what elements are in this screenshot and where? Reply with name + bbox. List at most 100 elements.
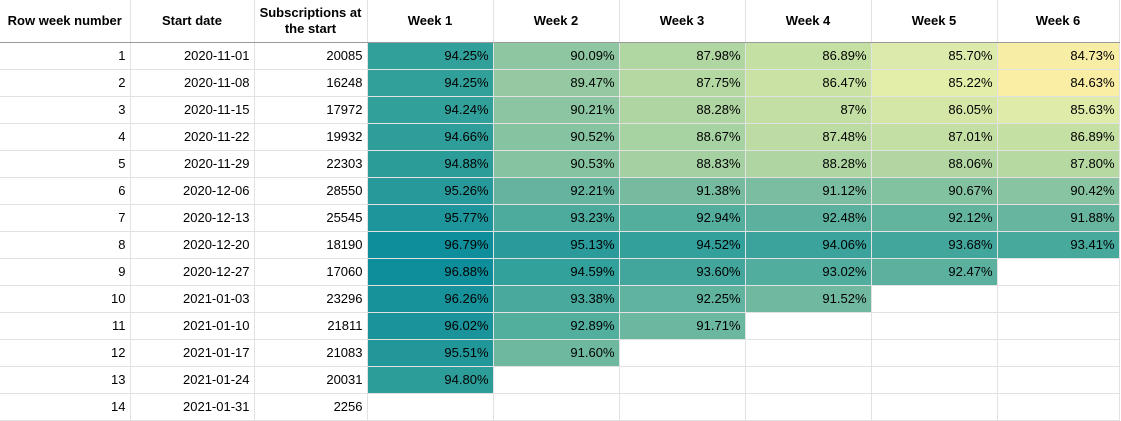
week-5-retention-cell[interactable] [871, 339, 998, 367]
week-2-retention-cell[interactable] [493, 393, 620, 421]
header-week-6[interactable]: Week 6 [997, 0, 1120, 43]
start-date-cell[interactable]: 2020-11-29 [130, 150, 255, 178]
week-3-retention-cell[interactable]: 87.98% [619, 42, 746, 70]
week-5-retention-cell[interactable]: 88.06% [871, 150, 998, 178]
subscriptions-cell[interactable]: 22303 [254, 150, 368, 178]
start-date-cell[interactable]: 2021-01-17 [130, 339, 255, 367]
week-1-retention-cell[interactable]: 94.80% [367, 366, 494, 394]
week-6-retention-cell[interactable] [997, 339, 1120, 367]
week-3-retention-cell[interactable]: 91.38% [619, 177, 746, 205]
week-6-retention-cell[interactable]: 86.89% [997, 123, 1120, 151]
week-5-retention-cell[interactable]: 87.01% [871, 123, 998, 151]
subscriptions-cell[interactable]: 23296 [254, 285, 368, 313]
row-week-number-cell[interactable]: 6 [0, 177, 131, 205]
start-date-cell[interactable]: 2020-11-08 [130, 69, 255, 97]
week-5-retention-cell[interactable]: 86.05% [871, 96, 998, 124]
week-4-retention-cell[interactable] [745, 312, 872, 340]
week-3-retention-cell[interactable]: 88.28% [619, 96, 746, 124]
week-1-retention-cell[interactable] [367, 393, 494, 421]
row-week-number-cell[interactable]: 11 [0, 312, 131, 340]
row-week-number-cell[interactable]: 5 [0, 150, 131, 178]
week-3-retention-cell[interactable]: 92.25% [619, 285, 746, 313]
start-date-cell[interactable]: 2021-01-03 [130, 285, 255, 313]
week-5-retention-cell[interactable]: 90.67% [871, 177, 998, 205]
week-6-retention-cell[interactable] [997, 258, 1120, 286]
start-date-cell[interactable]: 2021-01-24 [130, 366, 255, 394]
header-subscriptions[interactable]: Subscriptions at the start [254, 0, 368, 43]
week-4-retention-cell[interactable] [745, 393, 872, 421]
week-4-retention-cell[interactable]: 94.06% [745, 231, 872, 259]
week-5-retention-cell[interactable]: 92.12% [871, 204, 998, 232]
week-6-retention-cell[interactable]: 84.73% [997, 42, 1120, 70]
subscriptions-cell[interactable]: 20085 [254, 42, 368, 70]
week-6-retention-cell[interactable] [997, 366, 1120, 394]
week-5-retention-cell[interactable]: 92.47% [871, 258, 998, 286]
week-5-retention-cell[interactable] [871, 366, 998, 394]
week-2-retention-cell[interactable]: 95.13% [493, 231, 620, 259]
row-week-number-cell[interactable]: 7 [0, 204, 131, 232]
week-3-retention-cell[interactable]: 92.94% [619, 204, 746, 232]
week-6-retention-cell[interactable]: 93.41% [997, 231, 1120, 259]
week-1-retention-cell[interactable]: 94.24% [367, 96, 494, 124]
week-6-retention-cell[interactable] [997, 285, 1120, 313]
week-5-retention-cell[interactable]: 85.22% [871, 69, 998, 97]
week-6-retention-cell[interactable]: 85.63% [997, 96, 1120, 124]
week-3-retention-cell[interactable] [619, 393, 746, 421]
start-date-cell[interactable]: 2021-01-31 [130, 393, 255, 421]
subscriptions-cell[interactable]: 19932 [254, 123, 368, 151]
week-1-retention-cell[interactable]: 96.79% [367, 231, 494, 259]
row-week-number-cell[interactable]: 4 [0, 123, 131, 151]
week-2-retention-cell[interactable]: 90.21% [493, 96, 620, 124]
start-date-cell[interactable]: 2020-11-01 [130, 42, 255, 70]
week-6-retention-cell[interactable] [997, 312, 1120, 340]
row-week-number-cell[interactable]: 14 [0, 393, 131, 421]
week-3-retention-cell[interactable] [619, 366, 746, 394]
header-start-date[interactable]: Start date [130, 0, 255, 43]
week-1-retention-cell[interactable]: 96.02% [367, 312, 494, 340]
week-4-retention-cell[interactable]: 91.52% [745, 285, 872, 313]
subscriptions-cell[interactable]: 21083 [254, 339, 368, 367]
week-5-retention-cell[interactable]: 85.70% [871, 42, 998, 70]
header-week-5[interactable]: Week 5 [871, 0, 998, 43]
week-3-retention-cell[interactable]: 87.75% [619, 69, 746, 97]
header-week-1[interactable]: Week 1 [367, 0, 494, 43]
row-week-number-cell[interactable]: 9 [0, 258, 131, 286]
week-4-retention-cell[interactable]: 91.12% [745, 177, 872, 205]
week-4-retention-cell[interactable] [745, 339, 872, 367]
week-3-retention-cell[interactable]: 93.60% [619, 258, 746, 286]
subscriptions-cell[interactable]: 28550 [254, 177, 368, 205]
week-4-retention-cell[interactable] [745, 366, 872, 394]
week-5-retention-cell[interactable]: 93.68% [871, 231, 998, 259]
week-1-retention-cell[interactable]: 94.66% [367, 123, 494, 151]
week-2-retention-cell[interactable]: 90.52% [493, 123, 620, 151]
subscriptions-cell[interactable]: 18190 [254, 231, 368, 259]
week-2-retention-cell[interactable]: 89.47% [493, 69, 620, 97]
week-5-retention-cell[interactable] [871, 393, 998, 421]
week-6-retention-cell[interactable]: 91.88% [997, 204, 1120, 232]
week-3-retention-cell[interactable]: 91.71% [619, 312, 746, 340]
week-5-retention-cell[interactable] [871, 312, 998, 340]
start-date-cell[interactable]: 2020-12-20 [130, 231, 255, 259]
week-6-retention-cell[interactable] [997, 393, 1120, 421]
start-date-cell[interactable]: 2020-11-22 [130, 123, 255, 151]
week-1-retention-cell[interactable]: 95.51% [367, 339, 494, 367]
week-1-retention-cell[interactable]: 94.25% [367, 69, 494, 97]
week-6-retention-cell[interactable]: 87.80% [997, 150, 1120, 178]
week-2-retention-cell[interactable]: 90.09% [493, 42, 620, 70]
subscriptions-cell[interactable]: 17972 [254, 96, 368, 124]
header-week-2[interactable]: Week 2 [493, 0, 620, 43]
week-2-retention-cell[interactable]: 90.53% [493, 150, 620, 178]
week-1-retention-cell[interactable]: 95.26% [367, 177, 494, 205]
week-3-retention-cell[interactable]: 88.83% [619, 150, 746, 178]
week-3-retention-cell[interactable] [619, 339, 746, 367]
header-row-week-number[interactable]: Row week number [0, 0, 131, 43]
week-2-retention-cell[interactable]: 92.21% [493, 177, 620, 205]
week-6-retention-cell[interactable]: 90.42% [997, 177, 1120, 205]
header-week-4[interactable]: Week 4 [745, 0, 872, 43]
subscriptions-cell[interactable]: 17060 [254, 258, 368, 286]
week-2-retention-cell[interactable]: 91.60% [493, 339, 620, 367]
week-4-retention-cell[interactable]: 93.02% [745, 258, 872, 286]
start-date-cell[interactable]: 2020-12-27 [130, 258, 255, 286]
week-5-retention-cell[interactable] [871, 285, 998, 313]
subscriptions-cell[interactable]: 21811 [254, 312, 368, 340]
